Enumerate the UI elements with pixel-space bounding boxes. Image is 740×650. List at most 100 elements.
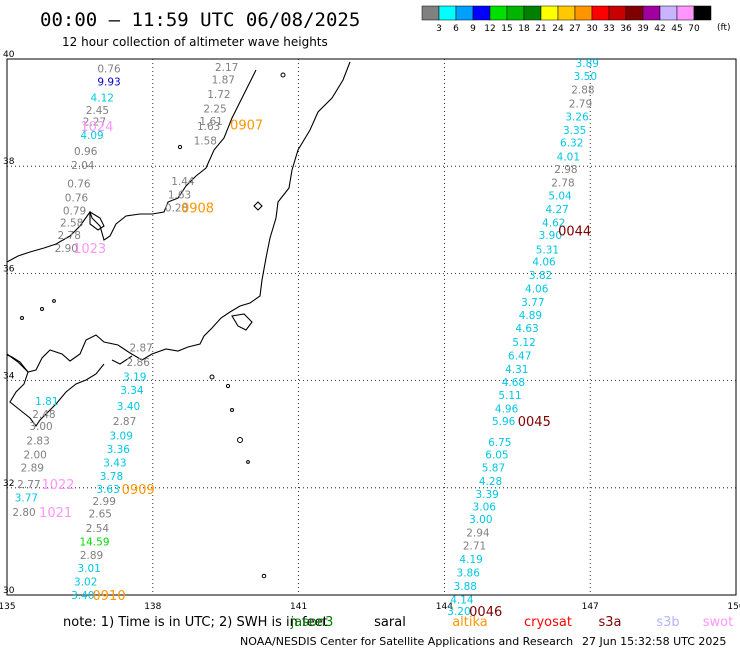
colorbar-tick: 21 — [535, 24, 546, 34]
wave-height-label: 2.89 — [80, 550, 103, 562]
colorbar-tick: 42 — [654, 24, 665, 34]
wave-height-label: 2.88 — [571, 85, 594, 97]
satellite-legend-item: cryosat — [524, 615, 572, 630]
map-grid — [7, 59, 736, 595]
colorbar-swatch — [625, 5, 644, 21]
x-tick-label: 144 — [436, 602, 453, 612]
colorbar-swatch — [557, 5, 576, 21]
wave-height-label: 5.87 — [482, 462, 505, 474]
colorbar-swatch — [608, 5, 627, 21]
pass-time-label: 1023 — [73, 242, 106, 257]
wave-height-label: 4.68 — [502, 377, 525, 389]
wave-height-label: 4.63 — [515, 323, 538, 335]
map-frame — [6, 58, 737, 596]
wave-height-label: 2.98 — [554, 164, 577, 176]
credit-text: NOAA/NESDIS Center for Satellite Applica… — [240, 635, 573, 648]
colorbar-tick: 6 — [453, 24, 459, 34]
wave-height-label: 4.27 — [545, 204, 568, 216]
wave-height-label: 4.06 — [525, 283, 549, 295]
satellite-legend-item: saral — [374, 615, 406, 630]
wave-height-label: 5.12 — [512, 337, 535, 349]
wave-height-label: 2.00 — [23, 450, 46, 462]
x-tick-label: 138 — [144, 602, 161, 612]
wave-height-label: 2.87 — [129, 342, 152, 354]
colorbar-swatch — [574, 5, 593, 21]
wave-height-label: 3.39 — [475, 489, 498, 501]
wave-height-label: 3.26 — [565, 111, 589, 123]
wave-height-label: 2.90 — [55, 243, 78, 255]
colorbar-swatch — [489, 5, 508, 21]
wave-height-label: 4.96 — [495, 403, 519, 415]
wave-height-label: 1.81 — [35, 396, 58, 408]
chart-title: 00:00 – 11:59 UTC 06/08/2025 — [40, 9, 360, 31]
wave-height-label: 2.78 — [551, 177, 574, 189]
wave-height-label: 4.62 — [542, 217, 565, 229]
wave-height-label: 3.35 — [563, 125, 586, 137]
wave-height-label: 3.00 — [29, 421, 52, 433]
colorbar-unit: (ft) — [717, 23, 731, 33]
wave-height-label: 3.36 — [107, 444, 131, 456]
wave-height-label: 5.96 — [492, 416, 516, 428]
wave-height-label: 2.45 — [86, 105, 109, 117]
pass-time-label: 0044 — [558, 225, 591, 240]
wave-height-points: 0.769.934.122.452.274.090.962.040.760.76… — [12, 58, 599, 618]
japan-coastline — [6, 61, 351, 427]
y-tick-label: 34 — [3, 372, 15, 382]
wave-height-label: 2.89 — [21, 462, 44, 474]
colorbar-tick: 9 — [470, 24, 476, 34]
wave-height-label: 4.06 — [532, 257, 556, 269]
x-tick-label: 147 — [582, 602, 599, 612]
colorbar-swatch — [472, 5, 491, 21]
wave-height-label: 2.86 — [127, 357, 151, 369]
colorbar-tick: 12 — [484, 24, 495, 34]
satellite-legend-item: jason3 — [290, 615, 334, 630]
pass-time-label: 1021 — [39, 506, 72, 521]
wave-height-label: 4.19 — [459, 554, 482, 566]
wave-height-label: 0.76 — [65, 192, 89, 204]
y-tick-label: 32 — [3, 479, 14, 489]
colorbar-swatch — [642, 5, 661, 21]
colorbar-tick: 30 — [586, 24, 598, 34]
colorbar-swatch — [523, 5, 542, 21]
wave-height-label: 2.65 — [89, 509, 112, 521]
satellite-legend-item: s3b — [656, 615, 679, 630]
colorbar-tick: 33 — [603, 24, 614, 34]
colorbar-swatch — [455, 5, 474, 21]
wave-height-label: 3.43 — [103, 458, 126, 470]
wave-height-label: 3.78 — [100, 471, 123, 483]
wave-height-label: 3.01 — [77, 563, 100, 575]
colorbar-swatch — [540, 5, 559, 21]
islands — [20, 72, 286, 579]
wave-height-label: 3.40 — [117, 401, 140, 413]
pass-time-label: 0046 — [469, 605, 502, 620]
wave-height-label: 2.48 — [32, 409, 55, 421]
colorbar-swatch — [438, 5, 457, 21]
y-tick-label: 36 — [3, 264, 15, 274]
wave-height-label: 4.09 — [80, 130, 103, 142]
wave-height-label: 6.32 — [560, 138, 583, 150]
wave-height-label: 0.28 — [165, 202, 188, 214]
wave-height-label: 5.11 — [498, 390, 521, 402]
wave-height-label: 6.47 — [508, 350, 531, 362]
colorbar-swatch — [693, 5, 712, 21]
wave-height-label: 3.77 — [521, 297, 544, 309]
colorbar-swatch — [676, 5, 695, 21]
pass-time-labels: 1024 0907 0908 1023 0044 1022 0909 1021 0910 0045… — [39, 118, 591, 620]
wave-height-label: 4.14 — [450, 594, 474, 606]
wave-height-label: 2.04 — [71, 160, 95, 172]
pass-time-label: 0909 — [122, 483, 155, 498]
colorbar-swatch — [421, 5, 440, 21]
satellite-legend-item: s3a — [598, 615, 621, 630]
wave-height-label: 3.90 — [539, 230, 562, 242]
y-tick-label: 40 — [3, 50, 15, 60]
pass-time-label: 0045 — [518, 415, 551, 430]
wave-height-label: 2.25 — [203, 103, 226, 115]
colorbar-swatch — [659, 5, 678, 21]
wave-height-label: 1.58 — [194, 135, 217, 147]
wave-height-label: 2.83 — [26, 436, 49, 448]
wave-height-label: 0.76 — [97, 64, 121, 76]
y-tick-label: 38 — [3, 157, 15, 167]
axis-tick-labels: 135 138 141 144 147 150 40 38 36 34 32 30 — [0, 50, 740, 612]
wave-height-label: 2.77 — [17, 479, 40, 491]
pass-time-label: 0910 — [93, 589, 126, 604]
